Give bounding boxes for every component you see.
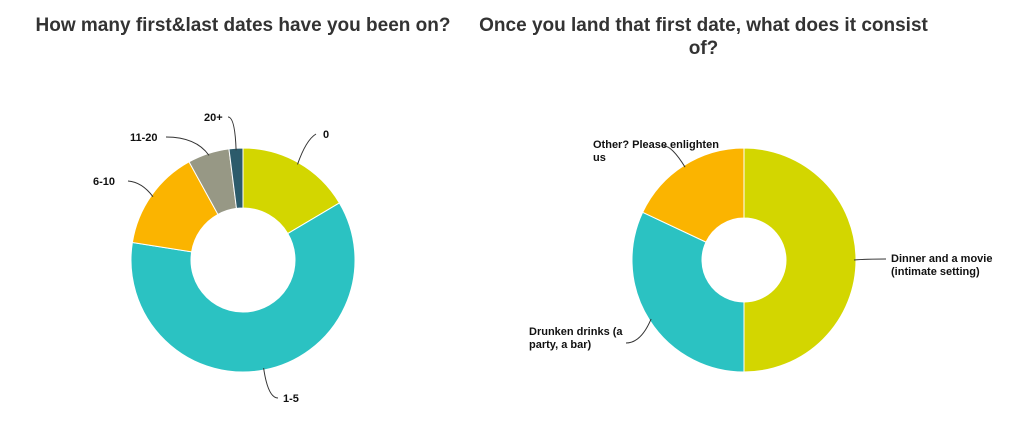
slice-label-other-please-enlighten-us: Other? Please enlighten us bbox=[593, 139, 719, 164]
slice-label-6-10: 6-10 bbox=[93, 176, 115, 188]
leader-line-drunken-drinks-a-party-a-bar bbox=[625, 318, 652, 344]
chart-title: Once you land that first date, what does… bbox=[479, 15, 928, 59]
slice-1-5 bbox=[130, 202, 356, 373]
leader-line-11-20 bbox=[165, 136, 210, 156]
slice-0 bbox=[242, 147, 341, 235]
slice-label-1-5: 1-5 bbox=[283, 393, 299, 405]
donut-chart-first-date-activity: Dinner and a movie (intimate setting) Drun… bbox=[529, 139, 992, 373]
leader-line-dinner-and-a-movie-intimate-setting bbox=[853, 258, 887, 261]
leader-line-1-5 bbox=[263, 367, 279, 399]
slice-label-11-20: 11-20 bbox=[130, 132, 158, 144]
leader-line-20 bbox=[227, 116, 237, 151]
slice-label-drunken-drinks-a-party-a-bar: Drunken drinks (a party, a bar) bbox=[529, 326, 623, 351]
slice-label-20: 20+ bbox=[204, 112, 223, 124]
slice-other-please-enlighten-us bbox=[641, 147, 745, 243]
slice-label-0: 0 bbox=[323, 129, 329, 141]
slice-dinner-and-a-movie-intimate-setting bbox=[743, 147, 857, 373]
chart-panel-first-last-dates: How many first&last dates have you been … bbox=[0, 0, 486, 442]
leader-line-0 bbox=[297, 133, 317, 165]
donut-chart-first-last-dates: 0 1-5 6-10 11-20 20+ bbox=[93, 112, 356, 405]
chart-title: How many first&last dates have you been … bbox=[35, 15, 451, 36]
slice-label-dinner-and-a-movie-intimate-setting: Dinner and a movie (intimate setting) bbox=[891, 253, 992, 278]
leader-line-6-10 bbox=[127, 180, 154, 198]
leader-line-other-please-enlighten-us bbox=[663, 145, 686, 168]
slice-drunken-drinks-a-party-a-bar bbox=[631, 211, 745, 373]
slice-20 bbox=[228, 147, 244, 209]
chart-panel-first-date-consists: Once you land that first date, what does… bbox=[479, 0, 1011, 442]
